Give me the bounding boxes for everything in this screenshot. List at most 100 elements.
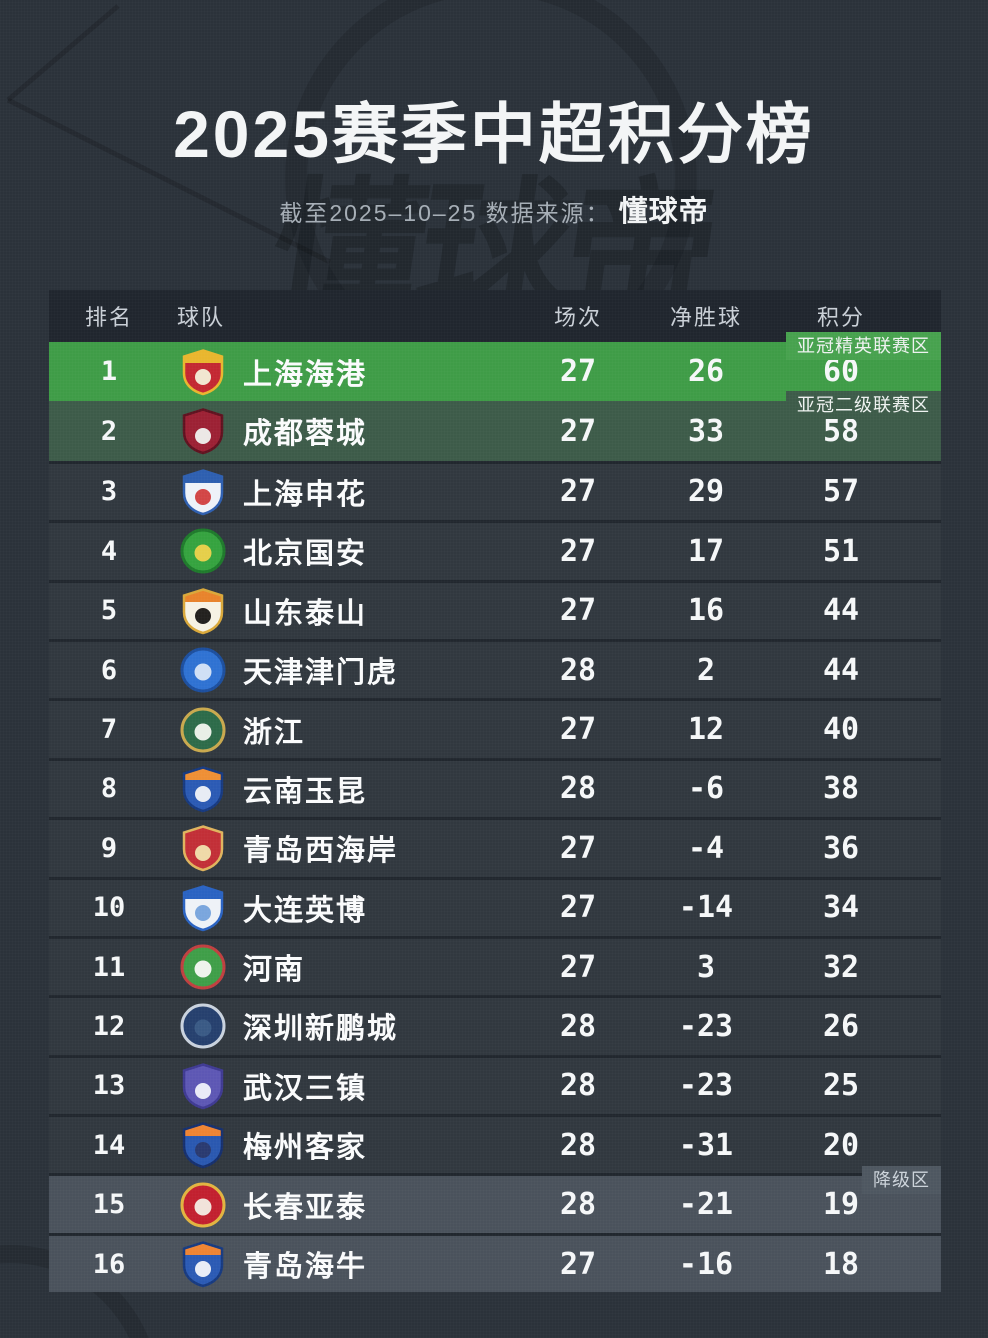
table-row: 10 大连英博 27 -14 34 <box>49 876 941 936</box>
team-logo <box>179 1240 227 1288</box>
team-logo <box>179 884 227 932</box>
team-logo <box>179 407 227 455</box>
column-header-team: 球队 <box>177 305 226 330</box>
data-source-brand: 懂球帝 <box>618 195 709 228</box>
column-header-gd: 净胜球 <box>669 305 742 330</box>
gd-cell: 29 <box>687 474 725 510</box>
rank-cell: 4 <box>100 535 118 567</box>
played-cell: 28 <box>559 652 597 688</box>
team-logo <box>179 706 227 754</box>
table-row: 8 云南玉昆 28 -6 38 <box>49 757 941 818</box>
team-name: 山东泰山 <box>243 597 368 630</box>
team-name: 浙江 <box>243 716 306 749</box>
subtitle: 截至2025–10–25 数据来源： 懂球帝 <box>0 188 988 230</box>
team-cell: 河南 <box>169 943 525 991</box>
team-cell: 山东泰山 <box>169 587 525 635</box>
gd-cell: -21 <box>678 1187 734 1223</box>
points-cell: 44 <box>822 593 860 629</box>
points-cell: 40 <box>822 712 860 748</box>
team-name: 上海海港 <box>243 358 368 391</box>
zone-badge: 降级区 <box>862 1166 941 1195</box>
points-cell: 38 <box>822 771 860 807</box>
heading-block: 2025赛季中超积分榜 截至2025–10–25 数据来源： 懂球帝 <box>0 97 988 230</box>
team-name: 武汉三镇 <box>243 1072 368 1105</box>
table-row: 亚冠精英联赛区 1 上海海港 27 26 60 <box>49 332 941 402</box>
team-logo <box>179 824 227 872</box>
team-cell: 长春亚泰 <box>169 1181 525 1229</box>
rank-cell: 16 <box>92 1248 126 1280</box>
table-row: 13 武汉三镇 28 -23 25 <box>49 1054 941 1115</box>
team-logo <box>179 943 227 991</box>
team-name: 河南 <box>243 954 306 987</box>
rank-cell: 5 <box>100 595 118 627</box>
team-cell: 上海海港 <box>169 348 525 396</box>
points-cell: 25 <box>822 1068 860 1104</box>
played-cell: 28 <box>559 1187 597 1223</box>
team-cell: 青岛海牛 <box>169 1240 525 1288</box>
rank-cell: 12 <box>92 1010 126 1042</box>
team-logo <box>179 587 227 635</box>
played-cell: 27 <box>559 949 597 985</box>
team-name: 青岛海牛 <box>243 1251 368 1284</box>
rank-cell: 7 <box>100 714 118 746</box>
subtitle-date-source: 截至2025–10–25 数据来源： <box>279 199 611 226</box>
team-cell: 云南玉昆 <box>169 765 525 813</box>
table-row: 16 青岛海牛 27 -16 18 <box>49 1232 941 1293</box>
table-body: 亚冠精英联赛区 1 上海海港 27 26 60 亚冠二级联赛区 2 成都蓉城 2… <box>49 332 941 1293</box>
team-cell: 深圳新鹏城 <box>169 1002 525 1050</box>
played-cell: 27 <box>559 830 597 866</box>
team-name: 青岛西海岸 <box>243 835 399 868</box>
table-row: 5 山东泰山 27 16 44 <box>49 579 941 639</box>
gd-cell: -23 <box>678 1068 734 1104</box>
table-row: 降级区 15 长春亚泰 28 -21 19 <box>49 1166 941 1233</box>
points-cell: 18 <box>822 1246 860 1282</box>
gd-cell: -23 <box>678 1008 734 1044</box>
table-row: 9 青岛西海岸 27 -4 36 <box>49 817 941 877</box>
points-cell: 51 <box>822 533 860 569</box>
team-cell: 青岛西海岸 <box>169 824 525 872</box>
gd-cell: -14 <box>678 890 734 926</box>
team-name: 深圳新鹏城 <box>243 1013 399 1046</box>
team-name: 上海申花 <box>243 478 368 511</box>
points-cell: 60 <box>822 354 860 390</box>
column-header-rank: 排名 <box>84 305 133 330</box>
team-cell: 浙江 <box>169 706 525 754</box>
gd-cell: -31 <box>678 1127 734 1163</box>
points-cell: 58 <box>822 413 860 449</box>
rank-cell: 8 <box>100 773 118 805</box>
team-name: 天津津门虎 <box>243 657 399 690</box>
rank-cell: 9 <box>100 832 118 864</box>
team-logo <box>179 765 227 813</box>
gd-cell: 26 <box>687 354 725 390</box>
team-cell: 上海申花 <box>169 468 525 516</box>
table-row: 14 梅州客家 28 -31 20 <box>49 1114 941 1174</box>
rank-cell: 3 <box>100 476 118 508</box>
gd-cell: 17 <box>687 533 725 569</box>
gd-cell: 33 <box>687 413 725 449</box>
played-cell: 27 <box>559 712 597 748</box>
team-cell: 梅州客家 <box>169 1121 525 1169</box>
rank-cell: 6 <box>100 654 118 686</box>
points-cell: 19 <box>822 1187 860 1223</box>
gd-cell: 2 <box>696 652 716 688</box>
gd-cell: 3 <box>696 949 716 985</box>
standings-table: 排名 球队 场次 净胜球 积分 亚冠精英联赛区 1 上海海港 27 26 60 … <box>49 290 941 1293</box>
points-cell: 32 <box>822 949 860 985</box>
team-cell: 天津津门虎 <box>169 646 525 694</box>
team-name: 北京国安 <box>243 538 368 571</box>
team-logo <box>179 1062 227 1110</box>
points-cell: 26 <box>822 1008 860 1044</box>
played-cell: 28 <box>559 1068 597 1104</box>
rank-cell: 10 <box>92 892 126 924</box>
played-cell: 28 <box>559 771 597 807</box>
played-cell: 27 <box>559 474 597 510</box>
team-cell: 武汉三镇 <box>169 1062 525 1110</box>
table-row: 11 河南 27 3 32 <box>49 935 941 996</box>
gd-cell: -6 <box>687 771 725 807</box>
team-cell: 北京国安 <box>169 527 525 575</box>
played-cell: 28 <box>559 1127 597 1163</box>
team-cell: 成都蓉城 <box>169 407 525 455</box>
team-logo <box>179 527 227 575</box>
played-cell: 27 <box>559 593 597 629</box>
rank-cell: 15 <box>92 1189 126 1221</box>
